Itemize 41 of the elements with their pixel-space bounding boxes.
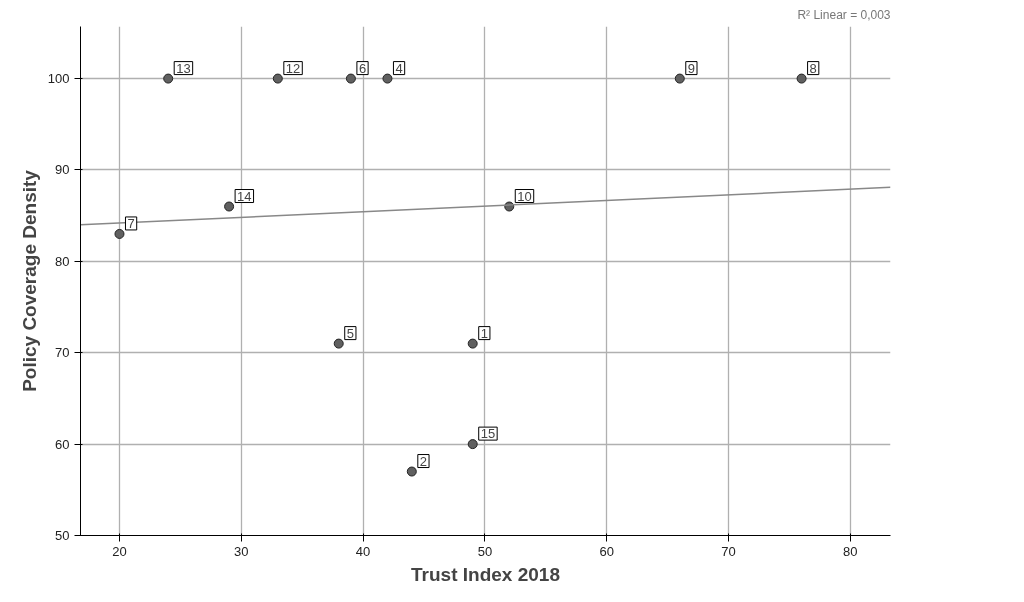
y-tick-label: 60 bbox=[55, 436, 70, 452]
annotation: 8 bbox=[809, 60, 817, 76]
x-tick-label: 80 bbox=[843, 543, 858, 559]
point bbox=[382, 73, 393, 84]
x-axis-title: Trust Index 2018 bbox=[411, 563, 560, 585]
annotation: 6 bbox=[358, 60, 367, 76]
annotation: 9 bbox=[687, 60, 696, 76]
x-tick-label: 70 bbox=[721, 543, 736, 559]
point bbox=[163, 73, 174, 84]
y-tick-label: 90 bbox=[55, 162, 70, 178]
annotation: 4 bbox=[395, 60, 403, 76]
annotation: 5 bbox=[346, 325, 354, 341]
annotation: 10 bbox=[517, 188, 532, 204]
annotation: 1 bbox=[480, 325, 488, 341]
point bbox=[467, 439, 478, 450]
y-tick-label: 100 bbox=[47, 71, 70, 87]
x-tick-label: 40 bbox=[355, 543, 371, 559]
annotation: 12 bbox=[285, 60, 301, 76]
point bbox=[345, 73, 356, 84]
annotation: 15 bbox=[480, 426, 496, 442]
y-axis-title: Policy Coverage Density bbox=[18, 169, 40, 392]
point bbox=[467, 338, 478, 349]
point bbox=[796, 73, 807, 84]
x-tick-label: 20 bbox=[112, 543, 127, 559]
text: R² Linear = 0,003 bbox=[797, 7, 891, 22]
y-tick-label: 50 bbox=[55, 528, 70, 543]
annotation: 13 bbox=[176, 60, 191, 76]
y-tick-label: 80 bbox=[55, 253, 70, 269]
annotation: 7 bbox=[127, 215, 135, 231]
point bbox=[333, 338, 344, 349]
point bbox=[406, 466, 417, 477]
x-tick-label: 50 bbox=[477, 543, 493, 559]
x-tick-label: 60 bbox=[599, 543, 614, 559]
annotation: 2 bbox=[419, 453, 428, 469]
x-tick-label: 30 bbox=[234, 543, 249, 559]
point bbox=[114, 228, 125, 239]
annotation: 14 bbox=[237, 188, 252, 204]
y-tick-label: 70 bbox=[55, 345, 70, 361]
point bbox=[674, 73, 685, 84]
point bbox=[272, 73, 283, 84]
point bbox=[224, 201, 235, 212]
